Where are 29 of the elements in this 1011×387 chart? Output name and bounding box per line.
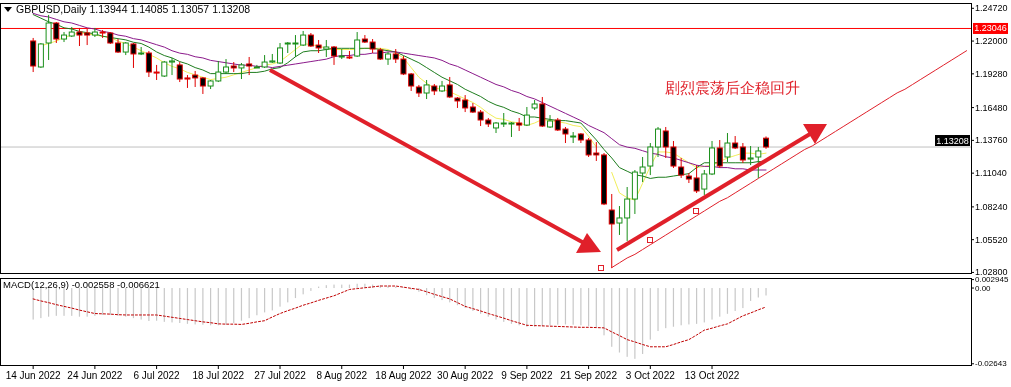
y-tick-label: 0.002945 — [975, 275, 1009, 285]
y-tick-label: 1.22000 — [975, 36, 1008, 47]
y-tick-label: 1.08240 — [975, 201, 1008, 212]
x-tick-label: 18 Jul 2022 — [192, 370, 245, 381]
annotation: 剧烈震荡后企稳回升 — [665, 79, 800, 97]
x-tick-label: 30 Aug 2022 — [437, 370, 494, 381]
x-tick-label: 14 Jun 2022 — [5, 370, 62, 381]
ref-line-label: 1.13208 — [936, 135, 969, 146]
y-tick-label: 1.02800 — [975, 267, 1008, 278]
x-tick-label: 9 Sep 2022 — [501, 370, 553, 381]
y-tick-label: 0.00 — [975, 283, 992, 293]
x-tick-label: 6 Jul 2022 — [133, 370, 181, 381]
y-tick-label: 1.16480 — [975, 102, 1008, 113]
y-tick-label: 1.11040 — [975, 168, 1007, 179]
ref-line-label: 1.23046 — [974, 23, 1007, 34]
y-tick-label: -0.02643 — [975, 359, 1008, 369]
y-tick-label: 1.24720 — [975, 3, 1008, 14]
chart-title: MACD(12,26,9) -0.002558 -0.006621 — [3, 279, 160, 290]
x-tick-label: 21 Sep 2022 — [560, 370, 618, 381]
x-tick-label: 27 Jul 2022 — [254, 370, 307, 381]
y-tick-label: 1.19280 — [975, 68, 1008, 79]
x-tick-label: 13 Oct 2022 — [684, 370, 740, 381]
x-tick-label: 18 Aug 2022 — [375, 370, 432, 381]
x-tick-label: 3 Oct 2022 — [625, 370, 676, 381]
chart-title: GBPUSD,Daily 1.13944 1.14085 1.13057 1.13208 — [16, 3, 251, 15]
y-tick-label: 1.13760 — [975, 135, 1008, 146]
x-tick-label: 8 Aug 2022 — [316, 370, 368, 381]
x-tick-label: 24 Jun 2022 — [67, 370, 123, 381]
y-tick-label: 1.05520 — [975, 234, 1008, 245]
